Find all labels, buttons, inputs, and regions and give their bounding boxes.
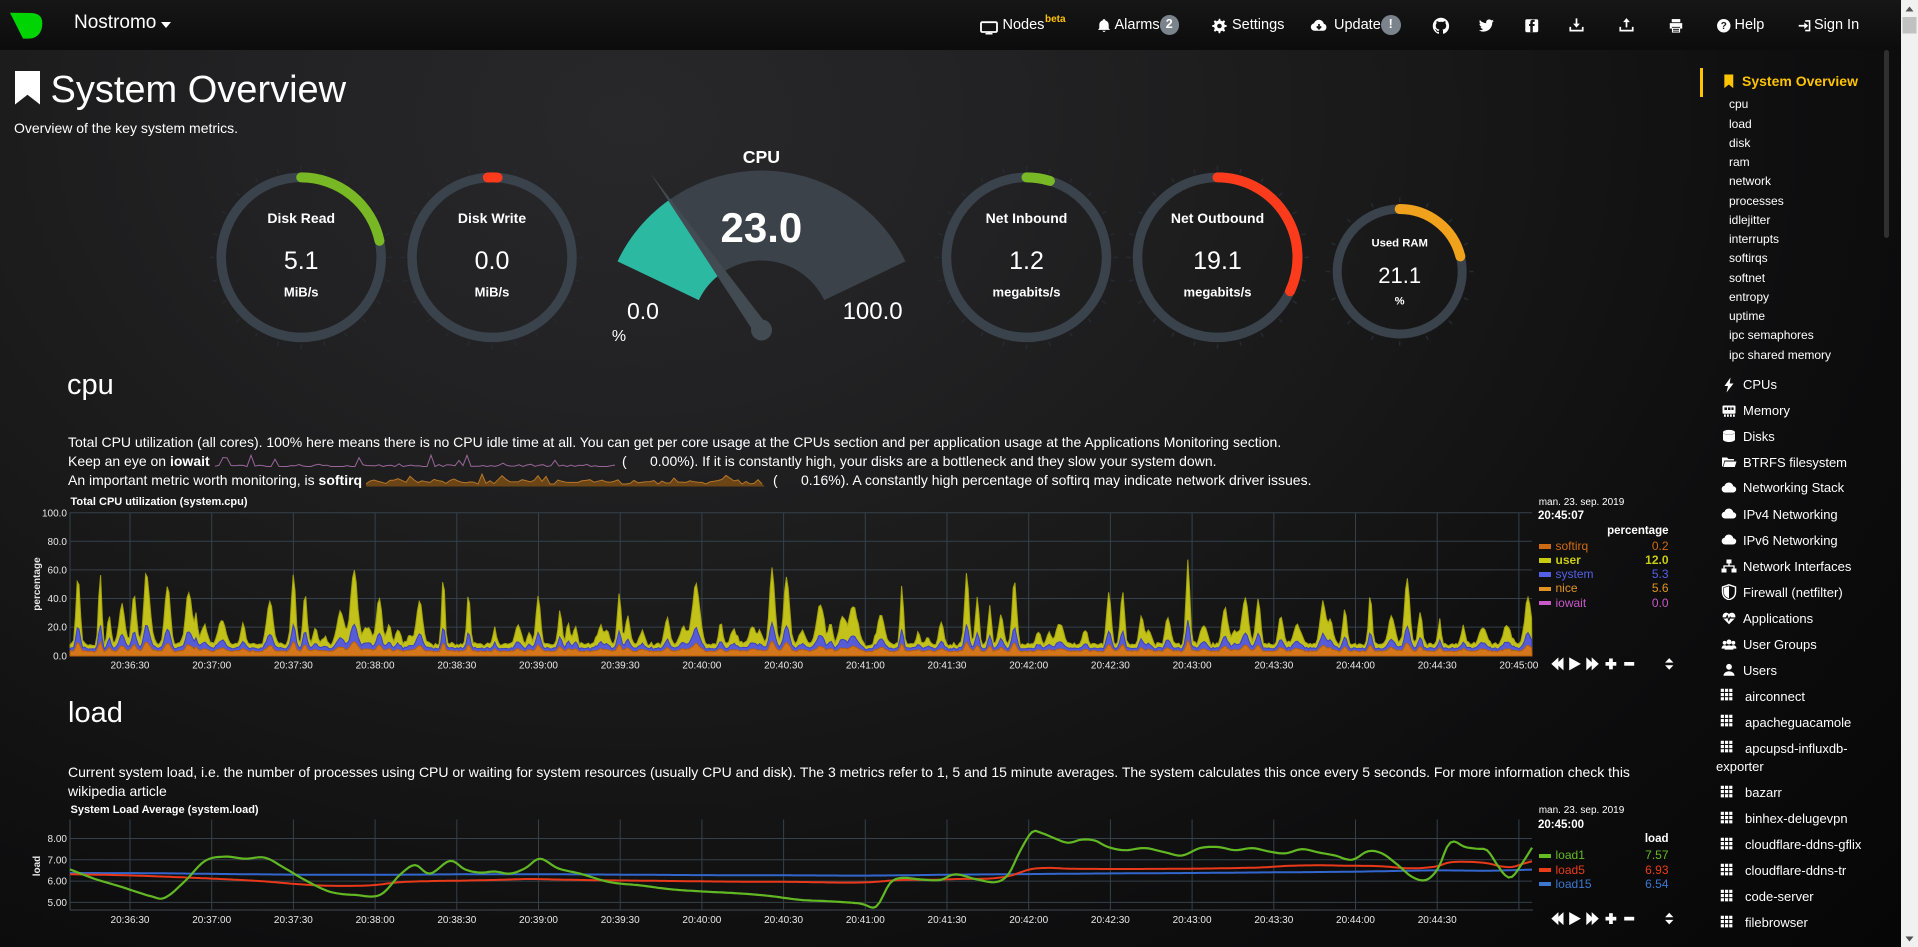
svg-text:20:36:30: 20:36:30: [111, 661, 150, 672]
svg-text:20.0: 20.0: [48, 623, 68, 634]
svg-text:20:36:30: 20:36:30: [111, 915, 150, 926]
svg-text:20:39:00: 20:39:00: [519, 915, 558, 926]
svg-text:5.00: 5.00: [48, 898, 68, 909]
svg-text:20:40:30: 20:40:30: [764, 661, 803, 672]
svg-text:20:41:30: 20:41:30: [928, 915, 967, 926]
svg-text:20:42:30: 20:42:30: [1091, 661, 1130, 672]
svg-text:5.1: 5.1: [284, 247, 319, 275]
svg-text:20:39:30: 20:39:30: [601, 915, 640, 926]
svg-text:Disk Read: Disk Read: [267, 210, 335, 226]
svg-text:20:44:30: 20:44:30: [1418, 915, 1457, 926]
svg-text:20:39:00: 20:39:00: [519, 661, 558, 672]
svg-text:20:41:00: 20:41:00: [846, 915, 885, 926]
svg-text:20:43:30: 20:43:30: [1254, 661, 1293, 672]
svg-text:40.0: 40.0: [48, 594, 68, 605]
svg-text:7.00: 7.00: [48, 855, 68, 866]
svg-text:1.2: 1.2: [1009, 247, 1044, 275]
svg-text:20:41:00: 20:41:00: [846, 661, 885, 672]
svg-text:21.1: 21.1: [1378, 263, 1421, 288]
svg-text:6.00: 6.00: [48, 877, 68, 888]
svg-text:0.0: 0.0: [475, 247, 510, 275]
svg-text:8.00: 8.00: [48, 834, 68, 845]
svg-text:20:38:30: 20:38:30: [437, 661, 476, 672]
svg-text:20:40:30: 20:40:30: [764, 915, 803, 926]
svg-text:0.0: 0.0: [53, 651, 67, 662]
svg-text:19.1: 19.1: [1193, 247, 1242, 275]
svg-text:20:37:30: 20:37:30: [274, 915, 313, 926]
svg-text:20:42:30: 20:42:30: [1091, 915, 1130, 926]
svg-text:20:38:30: 20:38:30: [437, 915, 476, 926]
svg-text:MiB/s: MiB/s: [475, 284, 510, 299]
svg-text:0.0: 0.0: [627, 298, 659, 324]
svg-text:load: load: [32, 856, 43, 877]
svg-text:20:44:30: 20:44:30: [1418, 661, 1457, 672]
svg-text:20:40:00: 20:40:00: [682, 661, 721, 672]
svg-text:%: %: [612, 328, 626, 345]
svg-text:Net Inbound: Net Inbound: [986, 210, 1068, 226]
svg-text:megabits/s: megabits/s: [993, 284, 1061, 299]
svg-text:20:39:30: 20:39:30: [601, 661, 640, 672]
svg-text:20:44:00: 20:44:00: [1336, 915, 1375, 926]
svg-text:20:38:00: 20:38:00: [356, 661, 395, 672]
svg-text:20:44:00: 20:44:00: [1336, 661, 1375, 672]
svg-text:20:40:00: 20:40:00: [682, 915, 721, 926]
svg-text:20:37:00: 20:37:00: [192, 915, 231, 926]
svg-text:20:43:00: 20:43:00: [1173, 661, 1212, 672]
svg-text:23.0: 23.0: [721, 204, 803, 251]
svg-text:20:38:00: 20:38:00: [356, 915, 395, 926]
svg-text:megabits/s: megabits/s: [1184, 284, 1252, 299]
svg-text:20:42:00: 20:42:00: [1009, 661, 1048, 672]
svg-text:100.0: 100.0: [843, 298, 903, 325]
svg-text:Disk Write: Disk Write: [458, 210, 526, 226]
svg-text:80.0: 80.0: [48, 537, 68, 548]
svg-text:60.0: 60.0: [48, 566, 68, 577]
svg-text:20:45:00: 20:45:00: [1499, 661, 1538, 672]
svg-text:20:43:00: 20:43:00: [1173, 915, 1212, 926]
svg-text:MiB/s: MiB/s: [284, 284, 319, 299]
svg-text:20:43:30: 20:43:30: [1254, 915, 1293, 926]
svg-text:?: ?: [1721, 21, 1727, 32]
svg-text:%: %: [1395, 295, 1405, 307]
svg-text:percentage: percentage: [32, 557, 43, 611]
svg-text:20:42:00: 20:42:00: [1009, 915, 1048, 926]
svg-text:20:41:30: 20:41:30: [928, 661, 967, 672]
svg-text:Used RAM: Used RAM: [1371, 237, 1428, 249]
svg-text:Net Outbound: Net Outbound: [1171, 210, 1264, 226]
svg-text:CPU: CPU: [743, 147, 780, 167]
svg-text:100.0: 100.0: [42, 508, 67, 519]
svg-text:20:37:30: 20:37:30: [274, 661, 313, 672]
svg-text:20:37:00: 20:37:00: [192, 661, 231, 672]
